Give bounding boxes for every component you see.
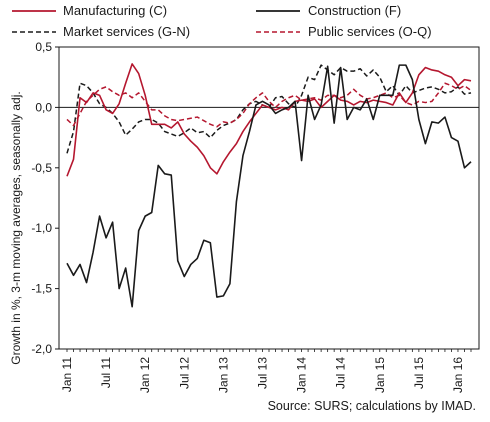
- x-tick-label: Jul 14: [334, 357, 348, 389]
- x-tick-label: Jul 13: [255, 357, 269, 389]
- y-tick-label: 0,5: [35, 40, 52, 54]
- y-tick-label: -0,5: [31, 161, 52, 175]
- series-line-construction: [66, 64, 472, 308]
- legend-label-manufacturing: Manufacturing (C): [63, 3, 167, 18]
- x-tick-label: Jan 11: [60, 357, 74, 392]
- series-layer: [66, 63, 472, 308]
- x-tick-label: Jan 13: [216, 357, 230, 393]
- x-axis: Jan 11 Jul 11 Jan 12 Jul 12 Jan 13 Jul 13 Jan …: [60, 349, 472, 393]
- x-tick-label: Jan 16: [451, 357, 465, 393]
- x-tick-label: Jul 12: [177, 357, 191, 389]
- x-tick-label: Jul 11: [99, 357, 113, 388]
- legend: Manufacturing (C) Construction (F) Marke…: [12, 3, 432, 39]
- legend-label-market-services: Market services (G-N): [63, 24, 190, 39]
- y-tick-label: -1,0: [31, 221, 52, 235]
- y-axis: 0,5 0,0 -0,5 -1,0 -1,5 -2,0: [31, 40, 59, 356]
- x-tick-label: Jul 15: [412, 357, 426, 389]
- x-tick-label: Jan 15: [373, 357, 387, 393]
- x-tick-label: Jan 14: [295, 357, 309, 393]
- y-tick-label: -2,0: [31, 342, 52, 356]
- x-tick-label: Jan 12: [138, 357, 152, 393]
- y-tick-label: -1,5: [31, 282, 52, 296]
- series-line-manufacturing: [66, 63, 472, 177]
- legend-label-construction: Construction (F): [308, 3, 401, 18]
- y-tick-label: 0,0: [35, 100, 52, 114]
- y-axis-title: Growth in %, 3-m moving averages, season…: [9, 91, 23, 364]
- legend-label-public-services: Public services (O-Q): [308, 24, 432, 39]
- source-note: Source: SURS; calculations by IMAD.: [268, 399, 476, 413]
